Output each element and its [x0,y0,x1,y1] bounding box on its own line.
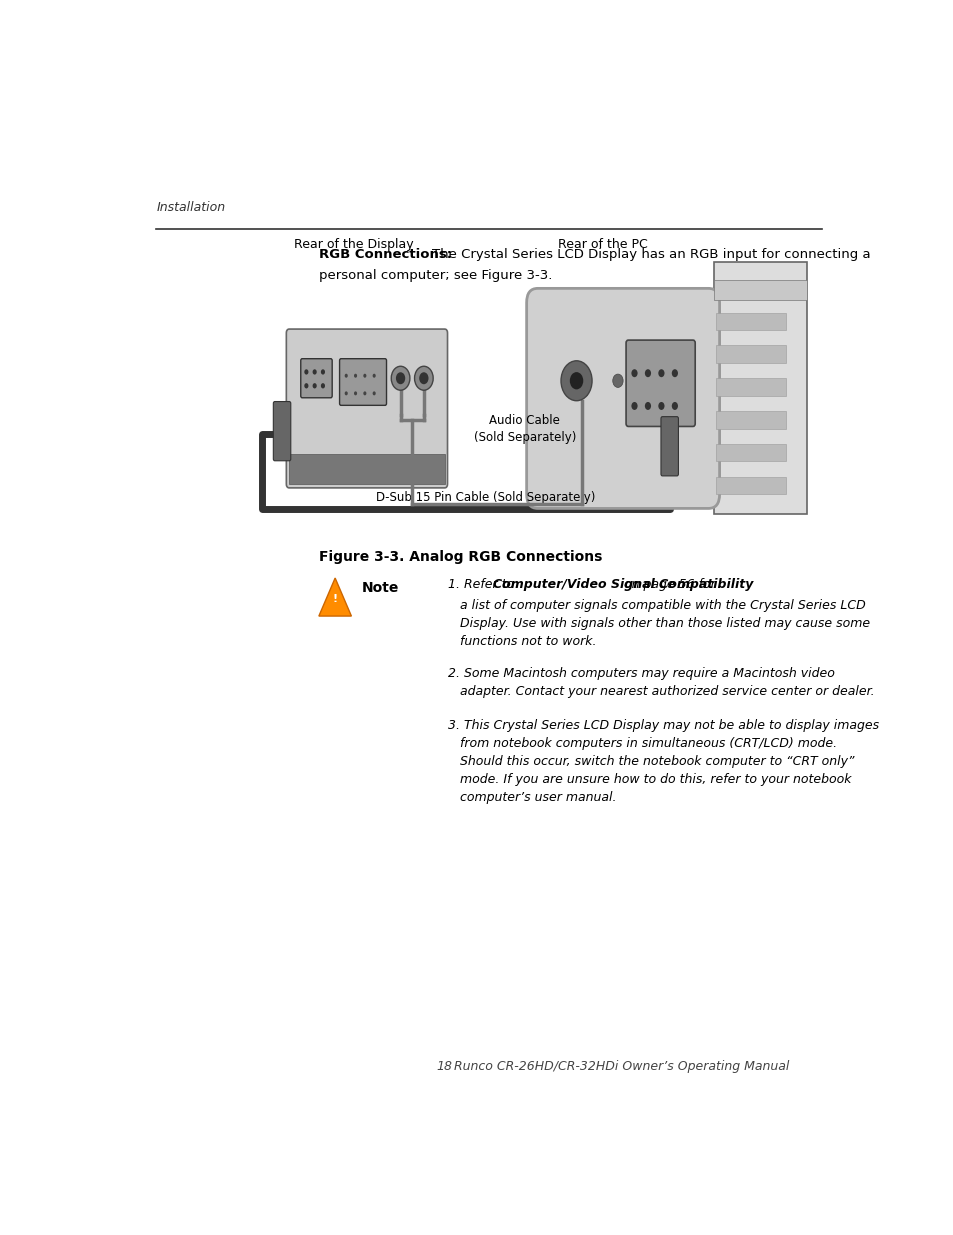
Circle shape [395,372,405,384]
Text: Rear of the Display: Rear of the Display [294,238,414,251]
Circle shape [658,401,664,410]
Circle shape [373,391,375,395]
Circle shape [418,372,428,384]
Text: 3. This Crystal Series LCD Display may not be able to display images
   from not: 3. This Crystal Series LCD Display may n… [448,719,879,804]
Circle shape [313,369,316,374]
Text: Figure 3-3. Analog RGB Connections: Figure 3-3. Analog RGB Connections [318,550,601,563]
Text: Audio Cable
(Sold Separately): Audio Cable (Sold Separately) [473,414,576,443]
Text: a list of computer signals compatible with the Crystal Series LCD
   Display. Us: a list of computer signals compatible wi… [448,599,869,648]
Text: 18: 18 [436,1060,452,1072]
Bar [713,262,806,514]
Text: !: ! [333,594,337,604]
Text: Note: Note [361,580,398,594]
Circle shape [363,374,366,378]
Text: RGB Connections:: RGB Connections: [318,248,452,261]
FancyBboxPatch shape [300,358,332,398]
Circle shape [560,361,592,400]
Circle shape [344,391,348,395]
Bar [716,443,785,462]
FancyBboxPatch shape [339,358,386,405]
Circle shape [354,391,356,395]
Circle shape [391,367,410,390]
Circle shape [320,369,325,374]
Text: The Crystal Series LCD Display has an RGB input for connecting a: The Crystal Series LCD Display has an RG… [432,248,870,261]
Circle shape [631,401,637,410]
FancyBboxPatch shape [286,329,447,488]
Circle shape [344,374,348,378]
Text: Installation: Installation [156,200,225,214]
Circle shape [304,369,308,374]
Circle shape [363,391,366,395]
Text: 1. Refer to: 1. Refer to [448,578,517,592]
Text: D-Sub 15 Pin Cable (Sold Separately): D-Sub 15 Pin Cable (Sold Separately) [375,492,595,504]
Bar [716,477,785,494]
Circle shape [671,369,678,377]
Circle shape [569,372,582,389]
Text: Computer/Video Signal Compatibility: Computer/Video Signal Compatibility [492,578,752,592]
Bar [716,346,785,363]
FancyBboxPatch shape [274,401,291,461]
Bar [716,312,785,330]
Bar [713,280,806,300]
Circle shape [415,367,433,390]
Text: on page 56 for: on page 56 for [619,578,715,592]
Polygon shape [318,578,351,616]
Circle shape [658,369,664,377]
FancyBboxPatch shape [526,288,719,509]
Text: 2. Some Macintosh computers may require a Macintosh video
   adapter. Contact yo: 2. Some Macintosh computers may require … [448,667,874,699]
Bar [289,453,444,484]
Text: personal computer; see Figure 3-3.: personal computer; see Figure 3-3. [318,269,552,282]
Circle shape [320,383,325,389]
Circle shape [631,369,637,377]
Circle shape [671,401,678,410]
Bar [716,378,785,396]
Circle shape [644,369,650,377]
FancyBboxPatch shape [576,380,587,395]
Circle shape [644,401,650,410]
Text: Rear of the PC: Rear of the PC [558,238,647,251]
FancyBboxPatch shape [660,416,678,475]
Circle shape [612,374,622,388]
Circle shape [373,374,375,378]
Bar [716,411,785,429]
FancyBboxPatch shape [625,340,695,426]
Circle shape [304,383,308,389]
Text: Runco CR-26HD/CR-32HDi Owner’s Operating Manual: Runco CR-26HD/CR-32HDi Owner’s Operating… [454,1060,789,1072]
Circle shape [354,374,356,378]
Circle shape [313,383,316,389]
